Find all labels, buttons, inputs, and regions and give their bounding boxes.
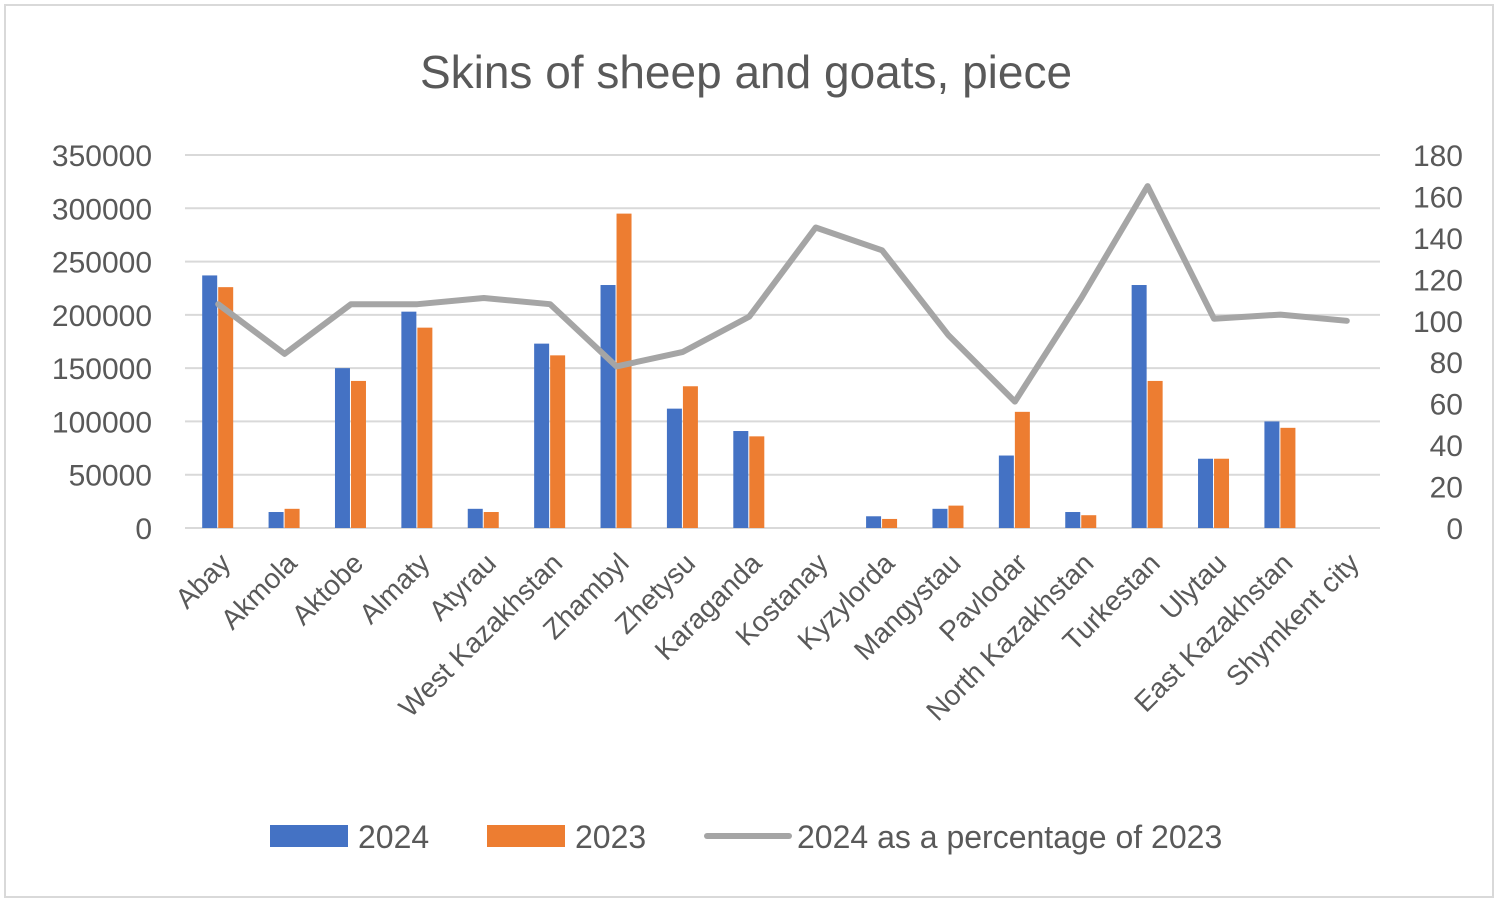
chart-title: Skins of sheep and goats, piece [420,46,1072,98]
category-label: Aktobe [286,547,370,631]
left-axis: 0 50000 100000 150000 200000 250000 300000 3500… [52,140,152,546]
bar-2024-north-kazakhstan [1065,512,1081,528]
right-axis-tick-label: 60 [1430,389,1463,422]
bar-2023-pavlodar [1014,411,1030,528]
left-axis-tick-label: 200000 [52,300,152,333]
bar-2023-zhambyl [616,213,632,528]
bar-2023-mangystau [948,505,964,528]
bar-2023-zhetysu [682,386,698,528]
grid-lines [185,154,1380,529]
left-axis-tick-label: 250000 [52,247,152,280]
right-axis-tick-label: 100 [1413,306,1463,339]
legend-label: 2023 [575,819,646,855]
bar-2024-zhetysu [666,408,682,528]
legend-label: 2024 [358,819,429,855]
left-axis-tick-label: 50000 [69,460,152,493]
chart-frame [4,4,1494,898]
bar-2023-turkestan [1147,380,1163,528]
bar-2023-abay [218,287,234,528]
bar-2023-east-kazakhstan [1280,427,1296,528]
bar-2024-almaty [401,311,417,528]
percentage-line [215,183,1350,405]
bar-2024-west-kazakhstan [534,343,550,528]
bar-2024-east-kazakhstan [1264,421,1280,528]
bar-2024-mangystau [932,508,948,528]
right-axis-tick-label: 40 [1430,430,1463,463]
legend-swatch-2023 [487,825,565,847]
bar-2024-pavlodar [998,455,1014,528]
bar-2024-ulytau [1198,458,1214,528]
bar-2024-karaganda [733,431,749,528]
right-axis-tick-label: 180 [1413,140,1463,173]
bar-2023-atyrau [483,512,499,528]
legend-swatch-2024 [270,825,348,847]
bar-2023-kyzylorda [882,518,898,528]
bars [202,213,1296,528]
left-axis-tick-label: 0 [135,513,152,546]
left-axis-tick-label: 100000 [52,406,152,439]
right-axis-tick-label: 0 [1446,513,1463,546]
bar-2024-kyzylorda [866,516,882,528]
bar-2023-almaty [417,327,433,528]
bar-2024-akmola [268,512,284,528]
bar-2023-karaganda [749,436,765,528]
right-axis-tick-label: 120 [1413,264,1463,297]
bar-2023-akmola [284,508,300,528]
right-axis-tick-label: 20 [1430,472,1463,505]
category-label: Akmola [215,547,303,635]
bar-2023-west-kazakhstan [550,355,566,528]
bar-2023-north-kazakhstan [1081,515,1097,528]
bar-2024-aktobe [334,368,350,528]
bar-2024-atyrau [467,508,483,528]
left-axis-tick-label: 150000 [52,353,152,386]
right-axis-tick-label: 140 [1413,223,1463,256]
right-axis-tick-label: 80 [1430,347,1463,380]
right-axis-tick-label: 160 [1413,181,1463,214]
bar-2024-abay [202,275,218,528]
percentage-line-path [215,183,1350,405]
bar-2024-turkestan [1131,285,1147,528]
right-axis: 0 20 40 60 80 100 120 140 160 180 [1413,140,1463,546]
bar-2023-aktobe [350,380,366,528]
bar-2024-zhambyl [600,285,616,528]
category-label: Almaty [353,547,435,629]
legend: 2024 2023 2024 as a percentage of 2023 [270,819,1222,855]
left-axis-tick-label: 350000 [52,140,152,173]
left-axis-tick-label: 300000 [52,193,152,226]
legend-label: 2024 as a percentage of 2023 [797,819,1222,855]
bar-2023-ulytau [1214,458,1230,528]
